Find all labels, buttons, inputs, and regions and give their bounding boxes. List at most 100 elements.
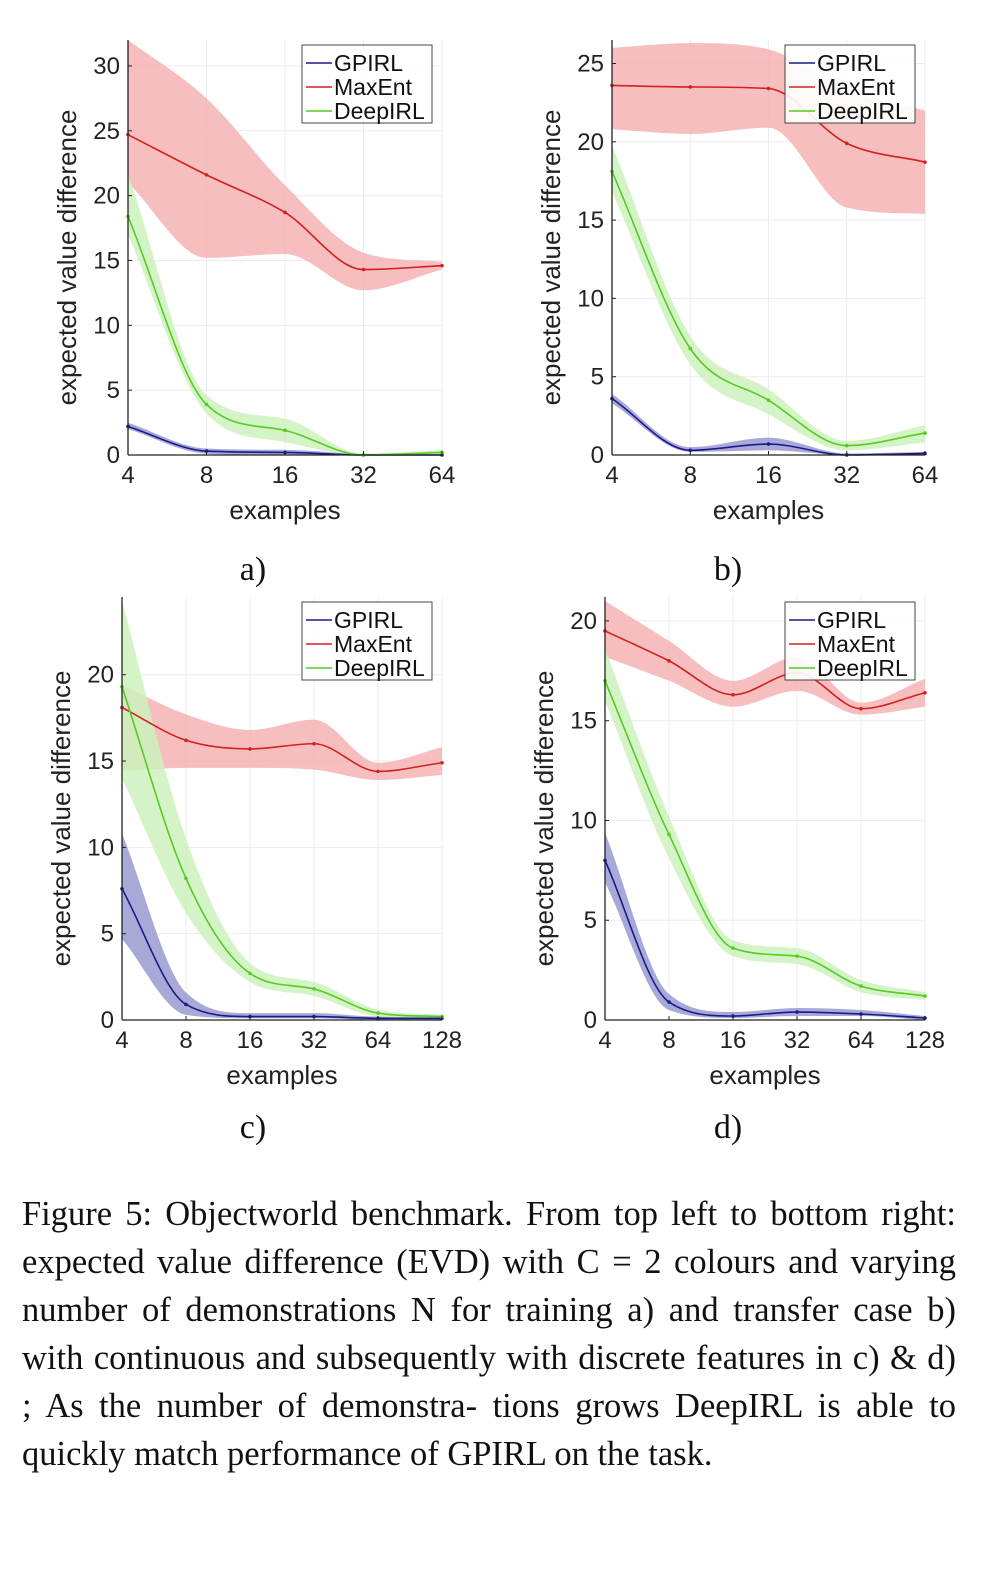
- x-tick-label: 8: [684, 462, 697, 489]
- x-tick-label: 4: [598, 1027, 611, 1054]
- panel-label: a): [240, 551, 266, 588]
- data-point-maxent: [440, 760, 444, 765]
- series-line-maxent: [604, 630, 926, 710]
- legend-label-deepirl: DeepIRL: [334, 655, 425, 681]
- x-axis-label: examples: [709, 1060, 820, 1090]
- x-axis-label: examples: [713, 495, 824, 525]
- data-point-deepirl: [204, 402, 209, 407]
- data-point-deepirl: [795, 954, 799, 958]
- data-point-deepirl: [283, 428, 287, 433]
- data-point-maxent: [248, 747, 252, 751]
- data-point-maxent: [859, 706, 863, 711]
- y-tick-label: 0: [107, 442, 120, 469]
- y-tick-label: 5: [107, 377, 120, 404]
- y-axis-label: expected value difference: [46, 671, 76, 967]
- y-tick-label: 15: [577, 207, 604, 234]
- x-tick-label: 8: [179, 1027, 192, 1054]
- data-point-deepirl: [312, 987, 316, 991]
- data-point-maxent: [283, 210, 287, 215]
- y-tick-label: 25: [93, 118, 120, 145]
- y-tick-label: 15: [87, 748, 114, 775]
- y-tick-label: 10: [570, 807, 597, 834]
- data-point-deepirl: [688, 346, 693, 351]
- data-point-gpirl: [688, 448, 693, 453]
- y-tick-label: 20: [93, 183, 120, 210]
- y-tick-label: 15: [570, 708, 597, 735]
- x-tick-label: 16: [720, 1027, 747, 1054]
- data-point-gpirl: [766, 442, 771, 446]
- y-axis-label: expected value difference: [52, 110, 82, 406]
- y-tick-label: 20: [570, 608, 597, 635]
- panel-label: d): [714, 1109, 742, 1146]
- band-maxent: [122, 685, 442, 781]
- data-point-deepirl: [923, 431, 927, 435]
- y-tick-label: 0: [584, 1007, 597, 1034]
- x-tick-label: 128: [422, 1027, 462, 1054]
- y-tick-label: 20: [87, 662, 114, 689]
- y-tick-label: 0: [101, 1007, 114, 1034]
- y-tick-label: 5: [584, 907, 597, 934]
- data-point-maxent: [766, 86, 771, 91]
- x-tick-label: 16: [237, 1027, 264, 1054]
- x-axis-label: examples: [226, 1060, 337, 1090]
- data-point-deepirl: [844, 443, 849, 448]
- x-tick-label: 4: [115, 1027, 128, 1054]
- series-line-deepirl: [611, 171, 926, 447]
- data-point-maxent: [667, 659, 671, 663]
- data-point-deepirl: [766, 398, 771, 402]
- legend-label-deepirl: DeepIRL: [817, 98, 908, 124]
- band-deepirl: [605, 648, 925, 1001]
- data-point-deepirl: [731, 946, 735, 950]
- chart-panel-a: 4 8 16 32 64 0 5 10 15 20 25 30 examples expected val…: [52, 40, 455, 588]
- legend-box: [301, 601, 433, 681]
- data-point-deepirl: [859, 984, 863, 988]
- y-tick-label: 25: [577, 50, 604, 77]
- y-tick-label: 20: [577, 129, 604, 156]
- x-tick-label: 8: [662, 1027, 675, 1054]
- legend-label-gpirl: GPIRL: [334, 50, 403, 76]
- x-tick-label: 64: [365, 1027, 392, 1054]
- chart-panels: 4 8 16 32 64 0 5 10 15 20 25 30 examples expected val…: [46, 40, 945, 1146]
- x-tick-label: 16: [272, 462, 299, 489]
- legend-label-gpirl: GPIRL: [334, 607, 403, 633]
- data-point-maxent: [184, 738, 188, 743]
- data-point-maxent: [923, 160, 927, 164]
- data-point-deepirl: [248, 971, 252, 976]
- y-tick-label: 10: [93, 312, 120, 339]
- legend-label-gpirl: GPIRL: [817, 607, 886, 633]
- legend-label-maxent: MaxEnt: [334, 631, 413, 657]
- data-point-gpirl: [667, 1000, 671, 1004]
- legend-label-deepirl: DeepIRL: [334, 98, 425, 124]
- y-axis-label: expected value difference: [529, 671, 559, 967]
- data-point-maxent: [312, 741, 316, 746]
- band-maxent: [128, 40, 442, 291]
- y-tick-label: 0: [591, 442, 604, 469]
- legend-box: [784, 44, 916, 124]
- x-tick-label: 16: [755, 462, 782, 489]
- data-point-maxent: [440, 263, 444, 268]
- data-point-deepirl: [184, 876, 188, 881]
- x-tick-label: 4: [605, 462, 618, 489]
- data-point-maxent: [361, 267, 366, 272]
- data-point-maxent: [204, 173, 209, 177]
- band-deepirl: [122, 600, 442, 1019]
- x-tick-label: 4: [121, 462, 134, 489]
- data-point-maxent: [923, 690, 927, 695]
- series-line-maxent: [611, 84, 926, 163]
- data-point-maxent: [688, 85, 693, 89]
- legend-label-maxent: MaxEnt: [817, 74, 896, 100]
- data-point-gpirl: [859, 1012, 863, 1016]
- legend-box: [301, 44, 433, 124]
- y-tick-label: 10: [87, 834, 114, 861]
- legend-label-maxent: MaxEnt: [817, 631, 896, 657]
- legend-box: [784, 601, 916, 681]
- data-point-deepirl: [923, 994, 927, 998]
- y-tick-label: 5: [101, 921, 114, 948]
- data-point-gpirl: [795, 1010, 799, 1014]
- y-tick-label: 10: [577, 285, 604, 312]
- panel-label: c): [240, 1109, 266, 1146]
- x-tick-label: 64: [848, 1027, 875, 1054]
- data-point-gpirl: [184, 1002, 188, 1007]
- panel-label: b): [714, 551, 742, 588]
